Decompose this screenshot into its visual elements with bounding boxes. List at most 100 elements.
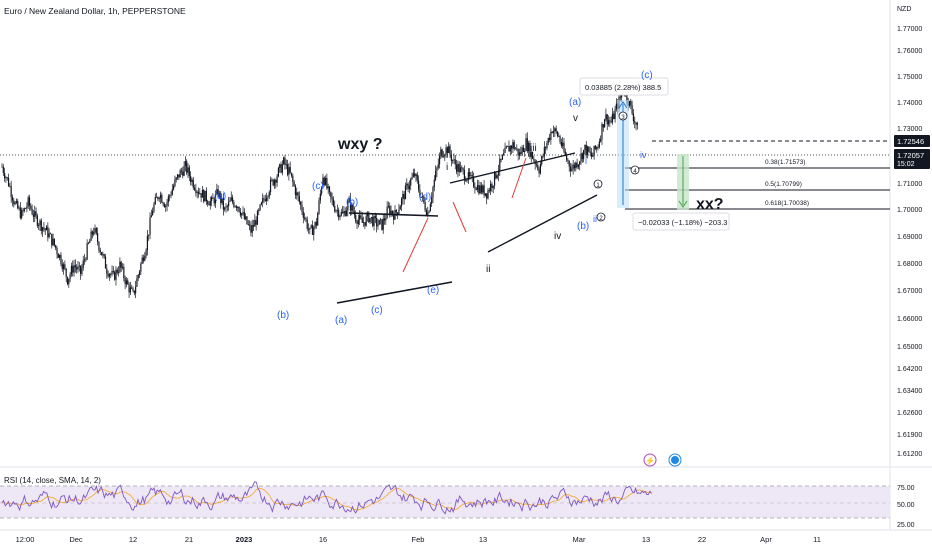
- rsi-lines: [1, 481, 652, 515]
- wave-iii: iii: [530, 143, 537, 154]
- candle-body: [613, 113, 615, 119]
- candle-body: [615, 103, 617, 110]
- candle-body: [355, 215, 357, 222]
- candle-body: [205, 190, 207, 202]
- candle-body: [247, 223, 249, 225]
- candle-body: [21, 210, 23, 218]
- price-tick-label: 1.67000: [897, 288, 922, 295]
- candle-body: [505, 146, 507, 148]
- candle-body: [410, 179, 412, 186]
- candle-body: [554, 128, 556, 132]
- candle-body: [382, 218, 384, 230]
- candle-body: [141, 257, 143, 264]
- candle-body: [238, 206, 240, 212]
- current-price-tag: [894, 149, 930, 169]
- rsi-title[interactable]: RSI (14, close, SMA, 14, 2): [4, 476, 101, 485]
- candle-body: [492, 185, 494, 188]
- candle-body: [552, 131, 555, 133]
- candle-body: [70, 265, 73, 275]
- candle-body: [417, 180, 420, 190]
- candle-body: [23, 208, 25, 212]
- candle-body: [562, 142, 564, 146]
- candle-body: [30, 205, 32, 210]
- time-axis[interactable]: 12:00 Dec 12 21 2023 16 Feb 13 Mar 13 22 Apr 11: [16, 535, 821, 544]
- candle-body: [132, 288, 134, 291]
- candle-body: [339, 215, 341, 218]
- candle-body: [576, 162, 578, 168]
- wave-b-3: (b): [577, 221, 589, 232]
- wave-ii-1: ii: [486, 264, 490, 275]
- candle-body: [53, 238, 55, 246]
- candle-body: [390, 210, 392, 215]
- candle-body: [306, 219, 308, 229]
- price-tick-label: 1.75000: [897, 74, 922, 81]
- candle-body: [237, 206, 239, 209]
- candle-body: [438, 155, 441, 165]
- candle-body: [490, 183, 492, 192]
- candle-body: [330, 191, 332, 198]
- candle-body: [66, 276, 69, 285]
- candle-body: [466, 180, 468, 182]
- candle-body: [146, 235, 149, 251]
- candle-body: [248, 224, 251, 226]
- candle-body: [217, 189, 219, 197]
- time-tick-label: 16: [319, 535, 327, 544]
- candle-body: [614, 109, 616, 119]
- price-axis[interactable]: 1.77000 1.76000 1.75000 1.74000 1.73000 1.720…: [897, 26, 922, 458]
- candle-body: [579, 161, 581, 165]
- candle-body: [383, 218, 386, 221]
- candle-body: [342, 211, 344, 214]
- candle-body: [69, 274, 71, 279]
- wave-c-3: (c): [641, 70, 653, 81]
- candle-body: [349, 198, 352, 211]
- candle-body: [305, 218, 307, 220]
- candle-body: [589, 151, 591, 153]
- candle-body: [40, 220, 42, 231]
- candle-body: [229, 200, 231, 202]
- candle-body: [526, 138, 528, 152]
- candle-body: [107, 273, 109, 277]
- price-tick-label: 1.61200: [897, 451, 922, 458]
- candle-body: [448, 146, 450, 154]
- price-pane[interactable]: [0, 0, 890, 466]
- circled-3-ring: [618, 111, 628, 121]
- candle-body: [402, 193, 404, 199]
- rsi-ma-line: [1, 487, 652, 511]
- candle-body: [577, 164, 579, 168]
- candle-body: [513, 142, 515, 149]
- candle-body: [286, 164, 289, 175]
- candle-body: [119, 261, 121, 272]
- candle-body: [214, 193, 217, 204]
- wave-i-2: i: [585, 156, 587, 166]
- candle-body: [424, 202, 426, 211]
- candle-body: [103, 254, 105, 257]
- candle-body: [298, 196, 300, 203]
- candle-body: [197, 191, 200, 194]
- candle-body: [191, 179, 193, 182]
- time-tick-label: 13: [479, 535, 487, 544]
- candle-body: [334, 205, 336, 212]
- circled-4-ring: [630, 165, 640, 175]
- candle-body: [211, 197, 213, 201]
- candle-body: [321, 187, 323, 194]
- candle-body: [512, 142, 514, 149]
- candle-body: [150, 215, 152, 218]
- symbol-title[interactable]: Euro / New Zealand Dollar, 1h, PEPPERSTO…: [4, 6, 186, 16]
- candle-body: [445, 147, 447, 155]
- price-tick-label: 1.65000: [897, 344, 922, 351]
- candle-body: [104, 256, 107, 269]
- candle-body: [115, 269, 117, 280]
- candle-body: [480, 185, 483, 193]
- candle-body: [242, 212, 244, 214]
- trendline-red-3: [452, 201, 467, 233]
- candle-body: [361, 218, 363, 223]
- candle-body: [18, 207, 20, 209]
- candle-body: [425, 210, 428, 216]
- candle-body: [24, 208, 27, 210]
- candle-body: [224, 207, 226, 210]
- flash-event-icon[interactable]: [643, 453, 657, 467]
- candle-body: [300, 202, 302, 205]
- candle-body: [152, 211, 154, 216]
- candle-body: [94, 228, 96, 233]
- candle-body: [317, 213, 319, 226]
